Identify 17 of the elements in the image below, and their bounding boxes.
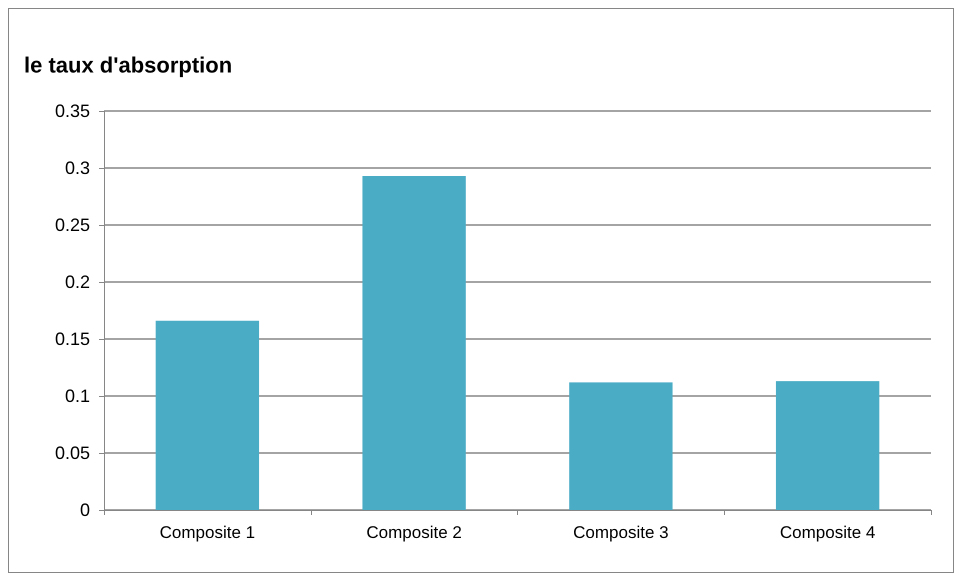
y-tick-label: 0.15: [54, 329, 90, 349]
bar: [156, 320, 260, 510]
x-tick-label: Composite 2: [366, 523, 462, 542]
y-tick-label: 0.1: [64, 386, 90, 406]
y-tick-label: 0: [80, 500, 90, 520]
y-tick-label: 0.25: [54, 215, 90, 235]
x-tick-label: Composite 3: [573, 523, 669, 542]
y-tick-label: 0.2: [64, 272, 90, 292]
bar: [776, 381, 880, 510]
y-tick-label: 0.3: [64, 158, 90, 178]
x-tick-label: Composite 4: [780, 523, 876, 542]
y-tick-label: 0.35: [54, 101, 90, 121]
bar: [362, 176, 466, 510]
bar: [569, 382, 673, 510]
y-tick-label: 0.05: [54, 443, 90, 463]
x-tick-label: Composite 1: [160, 523, 256, 542]
chart-title: le taux d'absorption: [24, 52, 232, 78]
